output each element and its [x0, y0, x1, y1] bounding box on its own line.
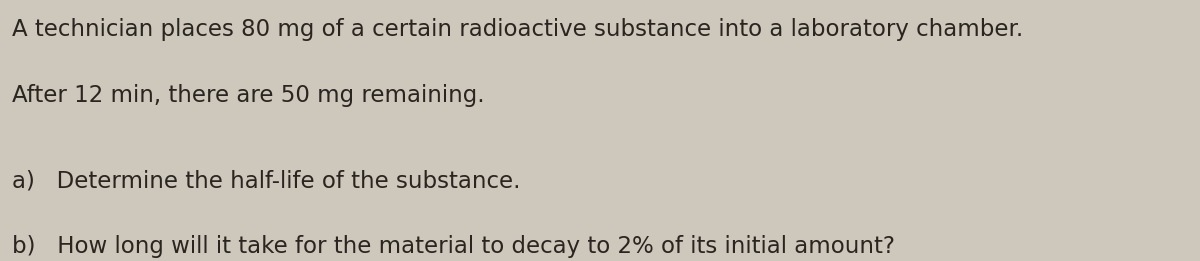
- Text: b)   How long will it take for the material to decay to 2% of its initial amount: b) How long will it take for the materia…: [12, 235, 895, 258]
- Text: a)   Determine the half-life of the substance.: a) Determine the half-life of the substa…: [12, 170, 521, 193]
- Text: A technician places 80 mg of a certain radioactive substance into a laboratory c: A technician places 80 mg of a certain r…: [12, 18, 1024, 41]
- Text: After 12 min, there are 50 mg remaining.: After 12 min, there are 50 mg remaining.: [12, 84, 485, 106]
